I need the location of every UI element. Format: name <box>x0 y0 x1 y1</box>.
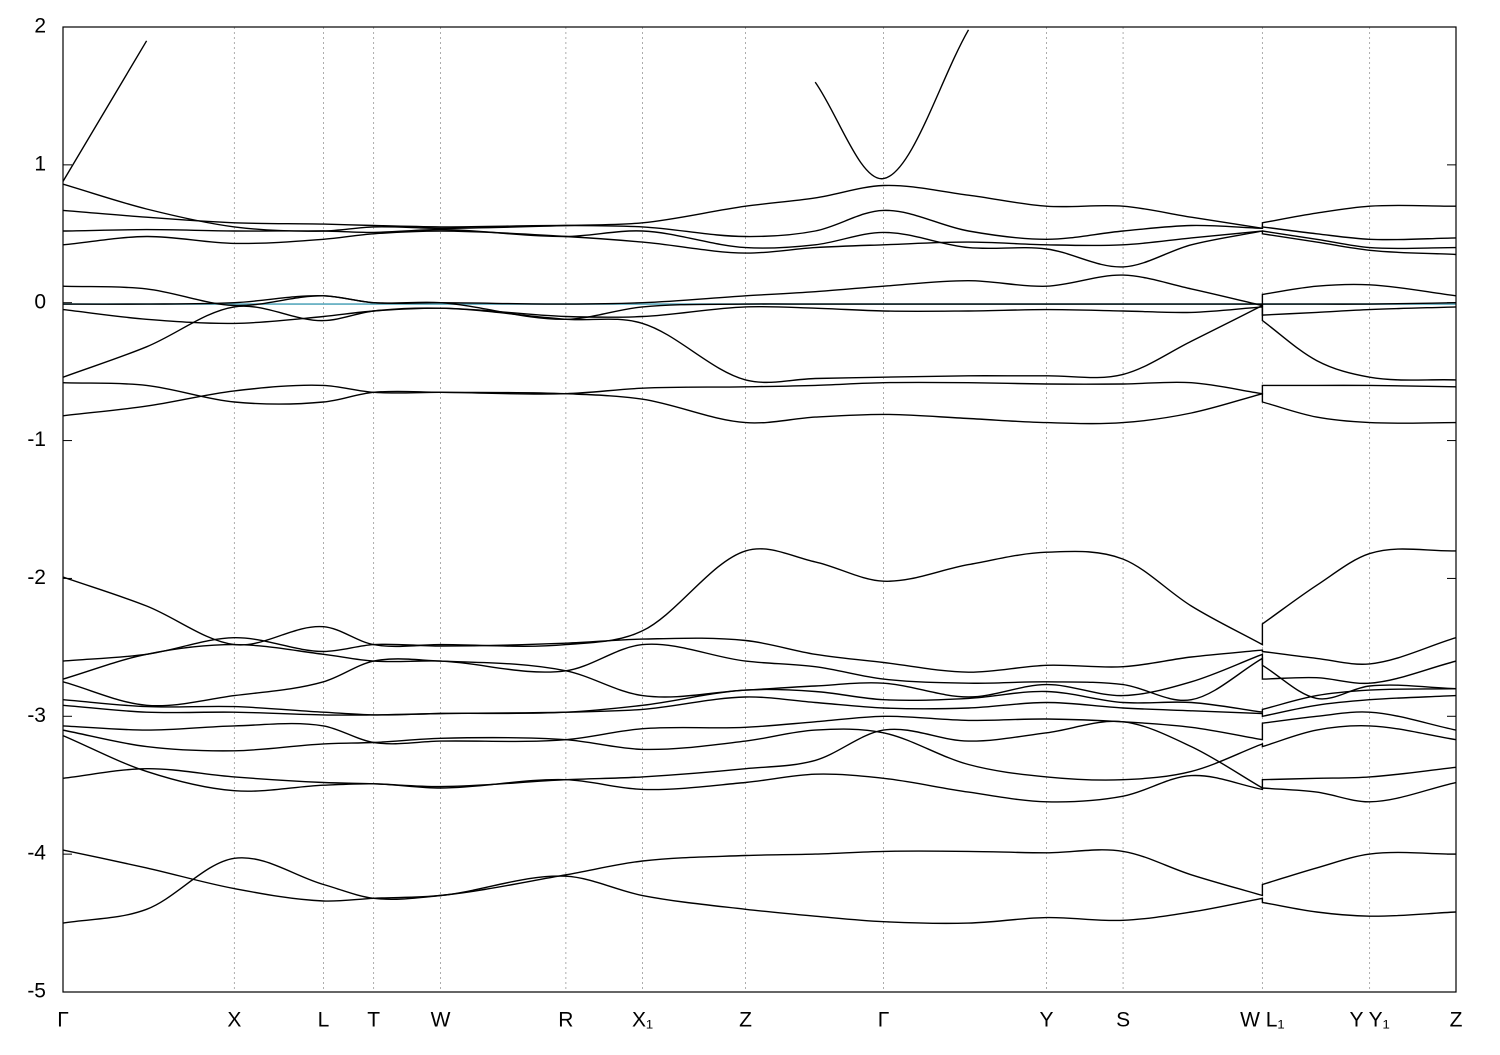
x-tick-label: Γ <box>878 1009 890 1032</box>
band-line <box>63 228 1456 268</box>
y-tick-label: -1 <box>27 428 46 451</box>
band-line <box>63 230 1456 256</box>
y-tick-label: -3 <box>27 704 46 727</box>
x-tick-label: X₁ <box>632 1009 653 1032</box>
band-line <box>63 304 1456 384</box>
y-tick-label: 2 <box>34 15 46 38</box>
x-tick-label: Y Y₁ <box>1350 1009 1390 1032</box>
band-line <box>63 849 1456 902</box>
x-tick-label: W L₁ <box>1240 1009 1284 1032</box>
y-tick-label: -4 <box>27 842 46 865</box>
x-tick-label: S <box>1116 1009 1130 1032</box>
band-line <box>63 384 1456 425</box>
band-line <box>63 636 1456 673</box>
band-line <box>63 643 1456 702</box>
x-tick-label: W <box>431 1009 451 1032</box>
band-line <box>63 857 1456 925</box>
band-line <box>63 381 1456 405</box>
y-tick-label: 0 <box>34 290 46 313</box>
x-tick-label: R <box>558 1009 573 1032</box>
band-line <box>63 209 1456 241</box>
band-line <box>63 295 1456 321</box>
x-tick-label: L <box>318 1009 330 1032</box>
plot-frame <box>62 26 1457 993</box>
band-line <box>63 720 1456 790</box>
x-tick-label: Y <box>1039 1009 1053 1032</box>
band-line <box>63 688 1456 716</box>
x-tick-label: Z <box>1450 1009 1463 1032</box>
band-line <box>63 694 1456 718</box>
band-line <box>63 734 1456 803</box>
y-tick-label: -5 <box>27 980 46 1003</box>
band-line <box>63 725 1456 781</box>
x-tick-label: Z <box>739 1009 752 1032</box>
x-tick-label: Γ <box>57 1009 69 1032</box>
y-tick-label: -2 <box>27 566 46 589</box>
band-line <box>63 548 1456 648</box>
x-tick-label: X <box>227 1009 241 1032</box>
band-line <box>63 711 1456 745</box>
y-tick-label: 1 <box>34 152 46 175</box>
band-line <box>63 653 1456 707</box>
labels-layer: -5 -4 -3 -2 -1 0 1 2 Γ X L T W R X₁ Z Γ Y S W L₁ Y Y₁ Z <box>27 15 1462 1032</box>
bands-layer <box>63 29 1456 925</box>
x-tick-label: T <box>367 1009 380 1032</box>
band-line <box>63 29 970 182</box>
